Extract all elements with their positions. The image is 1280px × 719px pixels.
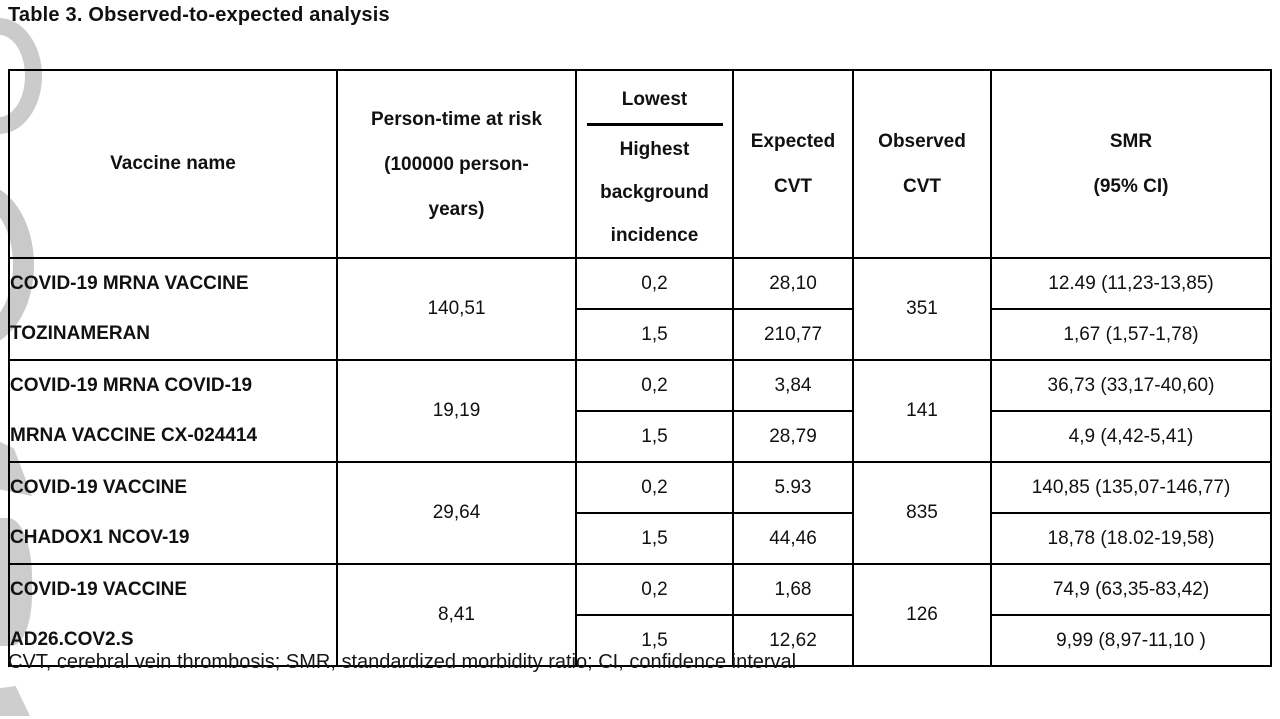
vaccine-name-text: COVID-19 MRNA COVID-19 MRNA VACCINE CX-0…: [10, 375, 258, 446]
smr-cell: 140,85 (135,07-146,77): [990, 461, 1272, 514]
col-header-person-time: Person-time at risk (100000 person- year…: [336, 69, 577, 259]
table-row: COVID-19 MRNA COVID-19 MRNA VACCINE CX-0…: [8, 359, 1272, 463]
expected-cvt-cell: 210,77: [732, 308, 854, 361]
header-row: Vaccine name Person-time at risk (100000…: [8, 69, 1272, 259]
col-header-label: SMR (95% CI): [1093, 131, 1169, 197]
incidence-cell: 0,2: [575, 563, 734, 616]
smr-cell: 4,9 (4,42-5,41): [990, 410, 1272, 463]
table-row: COVID-19 VACCINE AD26.COV2.S 8,41 0,2 1,68 1…: [8, 563, 1272, 667]
person-time-cell: 8,41: [336, 563, 577, 667]
incidence-cell: 0,2: [575, 257, 734, 310]
vaccine-name-text: COVID-19 MRNA VACCINE TOZINAMERAN: [10, 273, 249, 344]
vaccine-name-cell: COVID-19 VACCINE AD26.COV2.S: [8, 563, 338, 667]
table-row: 1,5 28,79 4,9 (4,42-5,41): [9, 410, 1272, 463]
vaccine-name-text: COVID-19 VACCINE CHADOX1 NCOV-19: [10, 477, 190, 548]
table-body: COVID-19 MRNA VACCINE TOZINAMERAN 140,51 0…: [8, 257, 1272, 667]
table-title: Table 3. Observed-to-expected analysis: [8, 4, 390, 26]
expected-cvt-cell: 28,79: [732, 410, 854, 463]
incidence-cell: 1,5: [575, 410, 734, 463]
expected-cvt-cell: 44,46: [732, 512, 854, 565]
smr-cell: 12.49 (11,23-13,85): [990, 257, 1272, 310]
observed-cvt-cell: 141: [852, 359, 992, 463]
person-time-cell: 29,64: [336, 461, 577, 565]
col-header-vaccine-name: Vaccine name: [8, 69, 338, 259]
incidence-highest-label: Highest background incidence: [600, 139, 709, 246]
incidence-cell: 0,2: [575, 359, 734, 412]
table-row: COVID-19 VACCINE CHADOX1 NCOV-19 29,64 0,2…: [8, 461, 1272, 565]
col-header-expected-cvt: Expected CVT: [732, 69, 854, 259]
col-header-label: Expected CVT: [750, 131, 836, 197]
col-header-background-incidence: Lowest Highest background incidence: [575, 69, 734, 259]
table-row: COVID-19 MRNA VACCINE TOZINAMERAN 140,51 0…: [8, 257, 1272, 361]
smr-cell: 74,9 (63,35-83,42): [990, 563, 1272, 616]
incidence-cell: 0,2: [575, 461, 734, 514]
watermark-fragment-icon: [0, 686, 30, 716]
col-header-label: Person-time at risk (100000 person- year…: [370, 108, 543, 220]
fraction-bar: [586, 123, 723, 126]
incidence-lowest-label: Lowest: [621, 89, 688, 110]
incidence-cell: 1,5: [575, 308, 734, 361]
expected-cvt-cell: 3,84: [732, 359, 854, 412]
vaccine-name-text: COVID-19 VACCINE AD26.COV2.S: [10, 579, 188, 650]
observed-cvt-cell: 351: [852, 257, 992, 361]
vaccine-name-cell: COVID-19 MRNA COVID-19 MRNA VACCINE CX-0…: [8, 359, 338, 463]
person-time-cell: 19,19: [336, 359, 577, 463]
incidence-cell: 1,5: [575, 614, 734, 667]
observed-cvt-cell: 835: [852, 461, 992, 565]
person-time-cell: 140,51: [336, 257, 577, 361]
table-footnote: CVT, cerebral vein thrombosis; SMR, stan…: [8, 651, 797, 673]
col-header-label: Observed CVT: [878, 131, 966, 197]
expected-cvt-cell: 28,10: [732, 257, 854, 310]
col-header-smr: SMR (95% CI): [990, 69, 1272, 259]
expected-cvt-cell: 1,68: [732, 563, 854, 616]
observed-to-expected-table: Vaccine name Person-time at risk (100000…: [8, 69, 1272, 667]
smr-cell: 36,73 (33,17-40,60): [990, 359, 1272, 412]
col-header-observed-cvt: Observed CVT: [852, 69, 992, 259]
vaccine-name-cell: COVID-19 MRNA VACCINE TOZINAMERAN: [8, 257, 338, 361]
table-row: 1,5 210,77 1,67 (1,57-1,78): [9, 308, 1272, 361]
observed-cvt-cell: 126: [852, 563, 992, 667]
expected-cvt-cell: 5.93: [732, 461, 854, 514]
expected-cvt-cell: 12,62: [732, 614, 854, 667]
smr-cell: 18,78 (18.02-19,58): [990, 512, 1272, 565]
incidence-cell: 1,5: [575, 512, 734, 565]
table-row: 1,5 44,46 18,78 (18.02-19,58): [9, 512, 1272, 565]
smr-cell: 9,99 (8,97-11,10 ): [990, 614, 1272, 667]
col-header-label: Vaccine name: [110, 153, 236, 174]
smr-cell: 1,67 (1,57-1,78): [990, 308, 1272, 361]
vaccine-name-cell: COVID-19 VACCINE CHADOX1 NCOV-19: [8, 461, 338, 565]
table-row: 1,5 12,62 9,99 (8,97-11,10 ): [9, 614, 1272, 667]
